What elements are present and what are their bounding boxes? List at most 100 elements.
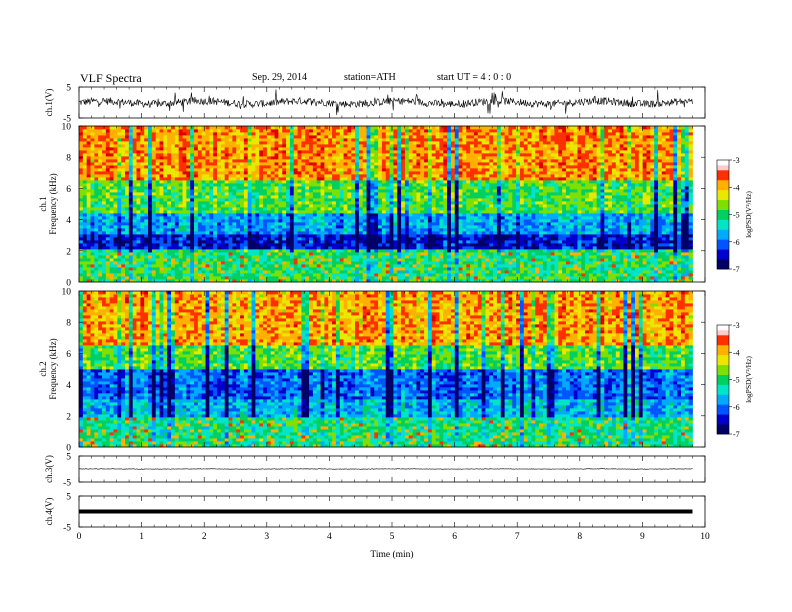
spectrogram-cell xyxy=(634,237,640,241)
spectrogram-cell xyxy=(351,249,356,253)
spectrogram-cell xyxy=(378,249,383,253)
spectrogram-cell xyxy=(163,222,168,226)
spectrogram-cell xyxy=(209,201,214,205)
spectrogram-cell xyxy=(673,276,678,280)
spectrogram-cell xyxy=(240,279,245,283)
spectrogram-cell xyxy=(171,243,176,247)
spectrogram-cell xyxy=(508,276,513,280)
spectrogram-cell xyxy=(661,201,667,205)
spectrogram-cell xyxy=(125,276,130,280)
spectrogram-cell xyxy=(516,225,521,229)
spectrogram-cell xyxy=(665,243,670,247)
spectrogram-cell xyxy=(397,246,402,250)
spectrogram-cell xyxy=(109,249,114,253)
spectrogram-cell xyxy=(167,225,172,229)
spectrogram-cell xyxy=(351,267,356,271)
spectrogram-cell xyxy=(619,279,624,283)
spectrogram-cell xyxy=(516,204,521,208)
spectrogram-cell xyxy=(450,204,456,208)
spectrogram-cell xyxy=(144,264,149,268)
spectrogram-cell xyxy=(263,240,268,244)
spectrogram-cell xyxy=(297,195,302,199)
spectrogram-cell xyxy=(105,237,111,241)
spectrogram-cell xyxy=(657,231,663,235)
spectrogram-cell xyxy=(435,252,440,256)
spectrogram-cell xyxy=(435,249,440,253)
spectrogram-cell xyxy=(224,249,229,253)
spectrogram-cell xyxy=(604,207,609,211)
spectrogram-cell xyxy=(378,231,383,235)
spectrogram-cell xyxy=(174,213,180,217)
spectrogram-cell xyxy=(155,225,160,229)
spectrogram-cell xyxy=(657,204,663,208)
spectrogram-cell xyxy=(186,234,191,238)
spectrogram-cell xyxy=(427,249,433,253)
spectrogram-cell xyxy=(450,273,456,277)
spectrogram-cell xyxy=(163,255,168,259)
spectrogram-cell xyxy=(286,231,291,235)
spectrogram-cell xyxy=(220,243,226,247)
spectrogram-cell xyxy=(562,195,567,199)
spectrogram-cell xyxy=(500,267,505,271)
spectrogram-cell xyxy=(121,222,126,226)
spectrogram-cell xyxy=(657,279,663,283)
spectrogram-cell xyxy=(378,213,383,217)
spectrogram-cell xyxy=(485,222,490,226)
spectrogram-cell xyxy=(217,243,222,247)
spectrogram-cell xyxy=(236,225,241,229)
spectrogram-cell xyxy=(201,240,206,244)
spectrogram-cell xyxy=(98,210,103,214)
spectrogram-cell xyxy=(320,189,325,193)
spectrogram-cell xyxy=(669,273,674,277)
spectrogram-cell xyxy=(542,240,548,244)
spectrogram-cell xyxy=(615,195,621,199)
spectrogram-cell xyxy=(592,225,598,229)
spectrogram-cell xyxy=(454,261,459,265)
spectrogram-cell xyxy=(420,225,425,229)
spectrogram-cell xyxy=(351,258,356,262)
spectrogram-cell xyxy=(236,243,241,247)
spectrogram-cell xyxy=(163,231,168,235)
spectrogram-cell xyxy=(125,261,130,265)
spectrogram-cell xyxy=(266,240,272,244)
spectrogram-cell xyxy=(596,258,601,262)
spectrogram-cell xyxy=(504,270,509,274)
spectrogram-cell xyxy=(378,243,383,247)
spectrogram-cell xyxy=(366,189,371,193)
spectrogram-cell xyxy=(665,279,670,283)
spectrogram-cell xyxy=(473,228,479,232)
spectrogram-cell xyxy=(477,252,482,256)
spectrogram-cell xyxy=(577,249,582,253)
spectrogram-cell xyxy=(140,267,145,271)
spectrogram-cell xyxy=(424,255,429,259)
spectrogram-cell xyxy=(523,225,528,229)
spectrogram-cell xyxy=(243,270,249,274)
spectrogram-cell xyxy=(144,213,149,217)
spectrogram-cell xyxy=(535,228,540,232)
spectrogram-cell xyxy=(412,261,417,265)
spectrogram-cell xyxy=(128,237,134,241)
spectrogram-cell xyxy=(393,264,398,268)
spectrogram-cell xyxy=(144,240,149,244)
spectrogram-cell xyxy=(370,237,375,241)
spectrogram-cell xyxy=(86,279,91,283)
spectrogram-cell xyxy=(600,270,605,274)
spectrogram-cell xyxy=(389,207,394,211)
spectrogram-cell xyxy=(665,234,670,238)
spectrogram-cell xyxy=(604,264,609,268)
spectrogram-cell xyxy=(454,273,459,277)
spectrogram-cell xyxy=(619,207,624,211)
spectrogram-cell xyxy=(473,222,479,226)
spectrogram-cell xyxy=(565,270,571,274)
spectrogram-cell xyxy=(125,255,130,259)
spectrogram-cell xyxy=(611,213,617,217)
spectrogram-cell xyxy=(320,246,325,250)
spectrogram-cell xyxy=(519,234,525,238)
spectrogram-cell xyxy=(155,258,160,262)
spectrogram-cell xyxy=(121,255,126,259)
spectrogram-cell xyxy=(278,237,283,241)
spectrogram-cell xyxy=(439,279,444,283)
spectrogram-cell xyxy=(408,192,413,196)
spectrogram-cell xyxy=(301,216,306,220)
spectrogram-cell xyxy=(527,273,532,277)
